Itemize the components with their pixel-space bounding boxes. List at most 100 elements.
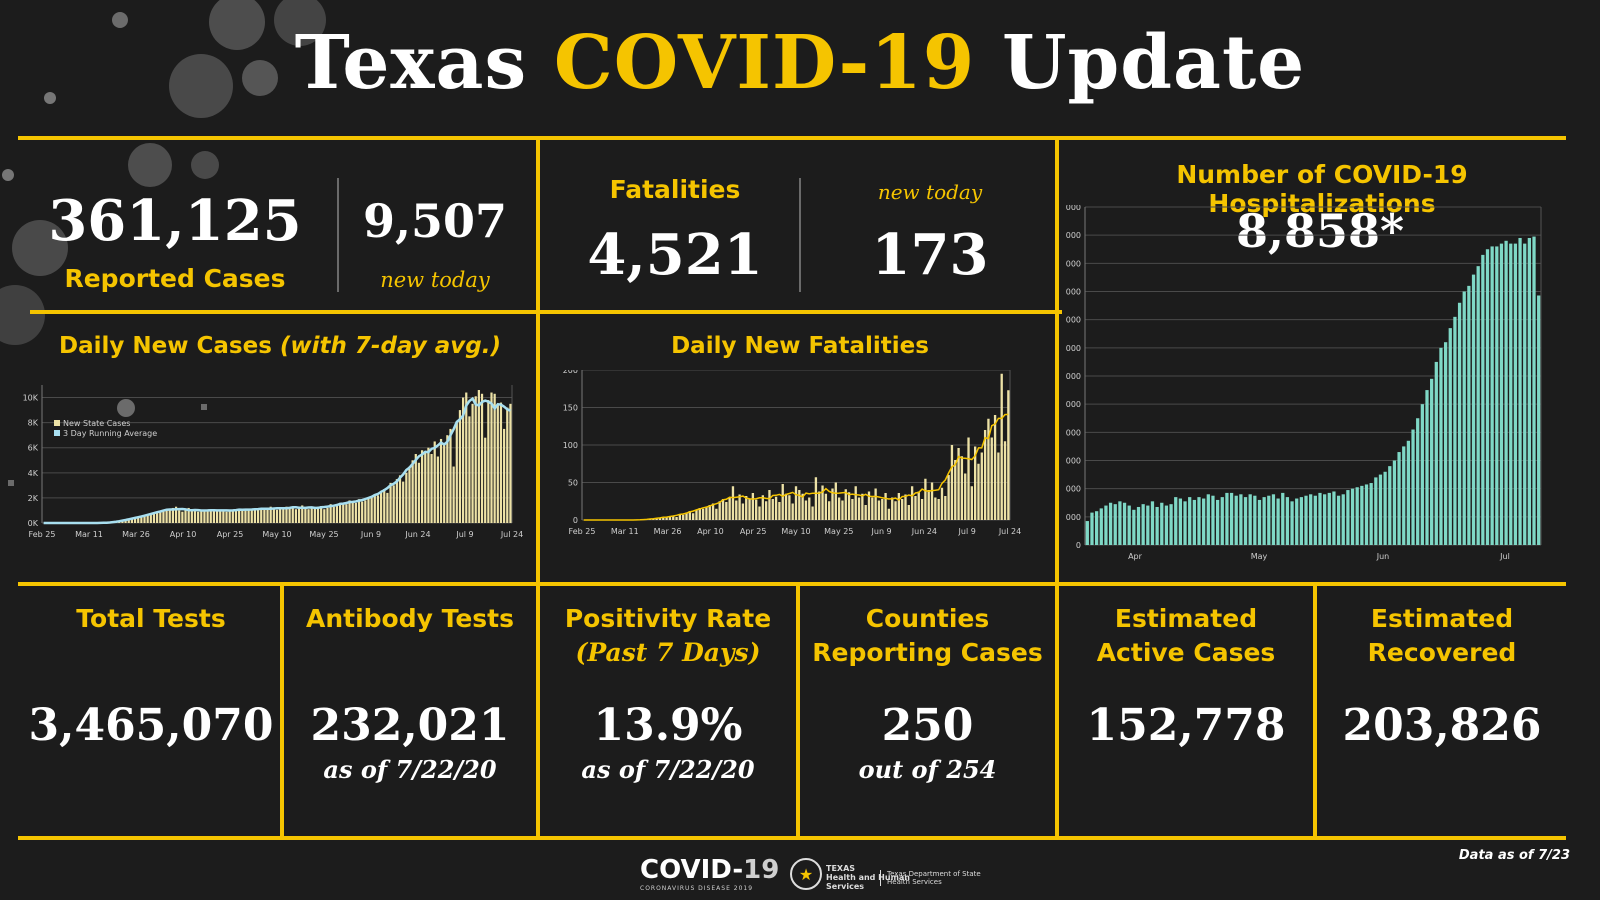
- bar: [433, 441, 436, 523]
- bar: [824, 493, 828, 520]
- bar: [140, 516, 143, 523]
- bar: [1509, 243, 1513, 545]
- bar: [272, 509, 275, 523]
- bar: [837, 497, 841, 520]
- bar: [1490, 246, 1494, 545]
- y-tick-label: 150: [563, 404, 578, 413]
- bar: [455, 422, 458, 523]
- bar: [1332, 491, 1336, 545]
- y-tick-label: 10,000: [1065, 259, 1081, 268]
- bar: [974, 446, 977, 520]
- bar: [857, 497, 861, 520]
- bar: [354, 502, 357, 523]
- bar: [326, 507, 329, 523]
- bar: [304, 507, 307, 523]
- bar: [395, 479, 398, 523]
- agency-dshs: Texas Department of State Health Service…: [880, 870, 981, 886]
- bar: [672, 515, 675, 520]
- bar: [477, 390, 480, 523]
- divider-b2: [536, 586, 540, 836]
- bar: [149, 514, 152, 523]
- bar: [1476, 266, 1480, 545]
- bar: [133, 517, 137, 523]
- bar: [496, 403, 499, 523]
- bar: [867, 491, 871, 520]
- bar: [871, 497, 874, 520]
- x-tick-label: May 25: [309, 530, 338, 539]
- bar: [811, 506, 814, 520]
- fatalities-label: Fatalities: [609, 175, 741, 204]
- bar: [342, 503, 345, 523]
- bar: [851, 499, 854, 520]
- new-fatalities-label: new today: [877, 180, 983, 204]
- bar: [279, 509, 282, 523]
- bar: [691, 513, 695, 520]
- y-tick-label: 5,000: [1065, 400, 1081, 409]
- bar: [1374, 477, 1378, 545]
- y-tick-label: 50: [568, 479, 578, 488]
- bar: [430, 454, 433, 523]
- texas-seal-icon: ★: [790, 858, 822, 890]
- bar: [1225, 492, 1229, 545]
- bar: [297, 506, 301, 523]
- bar: [1090, 512, 1094, 545]
- bar: [1295, 498, 1299, 545]
- bar: [386, 492, 389, 523]
- bar: [794, 486, 798, 520]
- bar: [715, 508, 718, 520]
- bar: [465, 392, 468, 523]
- y-tick-label: 100: [563, 441, 578, 450]
- logo-main: COVID-: [640, 855, 744, 885]
- bar: [231, 510, 234, 523]
- bar: [721, 499, 725, 520]
- bar: [402, 481, 405, 523]
- bar: [484, 437, 487, 523]
- bar: [1192, 499, 1196, 545]
- bar: [1425, 390, 1429, 545]
- bar: [1346, 490, 1350, 545]
- bar: [439, 438, 443, 523]
- bar: [1257, 499, 1262, 545]
- bar: [801, 493, 804, 520]
- bar: [480, 393, 484, 523]
- bar: [225, 511, 228, 523]
- x-tick-label: Jul: [1499, 552, 1510, 561]
- bar: [768, 490, 771, 520]
- bar: [788, 495, 791, 520]
- bar: [263, 507, 266, 523]
- divider-b4: [1055, 586, 1059, 836]
- bar: [275, 509, 279, 523]
- stat-label-line1: Counties: [865, 604, 990, 633]
- bar: [244, 509, 247, 523]
- bar: [370, 496, 373, 523]
- bar: [1336, 495, 1341, 545]
- bar: [887, 508, 891, 520]
- bar: [1402, 446, 1406, 545]
- bar: [1304, 495, 1308, 545]
- chart-hospitalizations: 0 1,000 2,000 3,000 4,000 5,000 6,000 7,000 8,00…: [1065, 205, 1542, 561]
- y-tick-label: 2K: [28, 494, 39, 503]
- bar: [1220, 497, 1224, 545]
- bar: [462, 397, 465, 523]
- x-tick-label: Mar 26: [654, 527, 682, 536]
- bar: [458, 410, 462, 523]
- bar: [1290, 501, 1294, 545]
- x-tick-label: May: [1251, 552, 1268, 561]
- bar: [791, 503, 794, 520]
- data-as-of: Data as of 7/23: [1458, 848, 1570, 863]
- bar: [320, 506, 323, 523]
- y-tick-label: 2,000: [1065, 485, 1081, 494]
- bar: [990, 437, 993, 520]
- bar: [980, 452, 983, 520]
- covid19-logo: COVID-19 CORONAVIRUS DISEASE 2019: [640, 855, 779, 892]
- bar: [266, 508, 269, 523]
- bar: [301, 505, 304, 523]
- bar: [449, 428, 452, 523]
- bar: [1471, 274, 1476, 545]
- bar: [894, 501, 897, 520]
- bar: [901, 499, 904, 520]
- bar: [367, 497, 370, 523]
- bar: [1132, 509, 1136, 545]
- bar: [1267, 495, 1271, 545]
- stat-label-line2: Active Cases: [1096, 638, 1276, 667]
